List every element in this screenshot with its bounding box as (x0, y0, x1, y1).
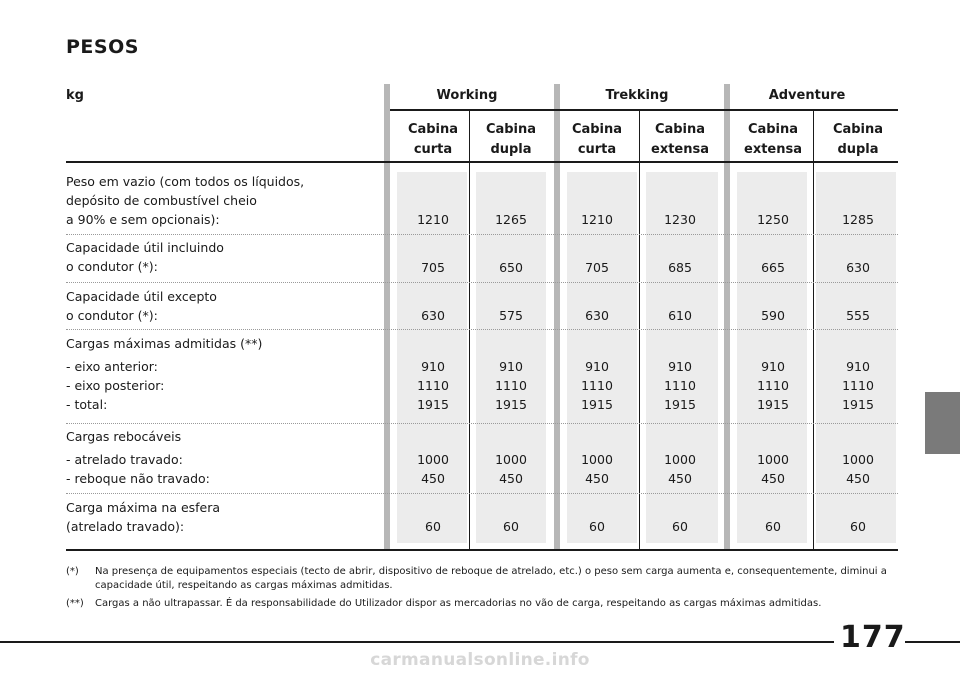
table-cell: 705 (421, 260, 445, 275)
page-number-rule-right (905, 641, 960, 643)
table-cell: 910 1110 1915 (842, 359, 874, 412)
table-cell: 650 (499, 260, 523, 275)
table-cell: 910 1110 1915 (757, 359, 789, 412)
table-cell: 1210 (417, 212, 449, 227)
table-cell: 630 (421, 308, 445, 323)
row-label: Peso em vazio (com todos os líquidos, dep… (66, 174, 305, 227)
watermark: carmanualsonline.info (370, 650, 590, 670)
row-divider (66, 423, 898, 424)
table-cell: 1000 450 (664, 452, 696, 486)
table-cell: 1000 450 (417, 452, 449, 486)
row-divider (66, 234, 898, 235)
table-cell: 60 (765, 519, 781, 534)
table-cell: 630 (846, 260, 870, 275)
table-cell: 60 (850, 519, 866, 534)
table-cell: 610 (668, 308, 692, 323)
row-divider (66, 329, 898, 330)
table-cell: 60 (503, 519, 519, 534)
page-title: PESOS (66, 36, 139, 58)
page-number: 177 (840, 620, 906, 655)
section-tab (925, 392, 960, 454)
row-label: Cargas rebocáveis - atrelado travado: - … (66, 429, 210, 486)
table-cell: 1250 (757, 212, 789, 227)
group-header-trekking: Trekking (605, 88, 669, 103)
row-label: Capacidade útil excepto o condutor (*): (66, 289, 217, 323)
subcol-divider-2 (639, 110, 640, 551)
table-cell: 60 (425, 519, 441, 534)
table-cell: 910 1110 1915 (495, 359, 527, 412)
table-cell: 1230 (664, 212, 696, 227)
table-cell: 665 (761, 260, 785, 275)
group-separator-2 (554, 84, 560, 551)
shade-col-1 (397, 172, 467, 543)
shade-col-2 (476, 172, 546, 543)
page-number-rule-left (0, 641, 834, 643)
table-cell: 1265 (495, 212, 527, 227)
col-header: Cabina dupla (485, 122, 537, 157)
footnote-1: (*) Na presença de equipamentos especiai… (66, 566, 887, 591)
group-header-working: Working (436, 88, 498, 103)
table-cell: 60 (589, 519, 605, 534)
unit-label: kg (66, 88, 84, 103)
header-bottom-rule (66, 161, 898, 163)
row-divider (66, 493, 898, 494)
col-header: Cabina extensa (744, 122, 802, 157)
table-cell: 685 (668, 260, 692, 275)
table-cell: 910 1110 1915 (417, 359, 449, 412)
group-separator-1 (384, 84, 390, 551)
row-label: Cargas máximas admitidas (**) - eixo ant… (66, 336, 263, 412)
shade-col-5 (737, 172, 807, 543)
table-cell: 1000 450 (495, 452, 527, 486)
table-cell: 60 (672, 519, 688, 534)
group-separator-3 (724, 84, 730, 551)
row-divider (66, 282, 898, 283)
shade-col-6 (816, 172, 896, 543)
group-header-adventure: Adventure (768, 88, 846, 103)
table-cell: 705 (585, 260, 609, 275)
row-label: Capacidade útil incluindo o condutor (*): (66, 240, 224, 274)
col-header: Cabina extensa (651, 122, 709, 157)
table-cell: 630 (585, 308, 609, 323)
col-header: Cabina curta (407, 122, 459, 157)
table-cell: 1000 450 (842, 452, 874, 486)
shade-col-3 (567, 172, 637, 543)
subcol-divider-1 (469, 110, 470, 551)
table-cell: 590 (761, 308, 785, 323)
table-cell: 1285 (842, 212, 874, 227)
row-label: Carga máxima na esfera (atrelado travado)… (66, 500, 221, 534)
table-cell: 575 (499, 308, 523, 323)
group-header-rule (390, 109, 898, 111)
col-header: Cabina curta (571, 122, 623, 157)
table-cell: 555 (846, 308, 870, 323)
table-cell: 1210 (581, 212, 613, 227)
table-cell: 910 1110 1915 (581, 359, 613, 412)
shade-col-4 (646, 172, 718, 543)
footnote-2: (**) Cargas a não ultrapassar. É da resp… (66, 598, 822, 609)
table-cell: 1000 450 (757, 452, 789, 486)
table-cell: 1000 450 (581, 452, 613, 486)
col-header: Cabina dupla (832, 122, 884, 157)
table-cell: 910 1110 1915 (664, 359, 696, 412)
table-bottom-rule (66, 549, 898, 551)
subcol-divider-3 (813, 110, 814, 551)
